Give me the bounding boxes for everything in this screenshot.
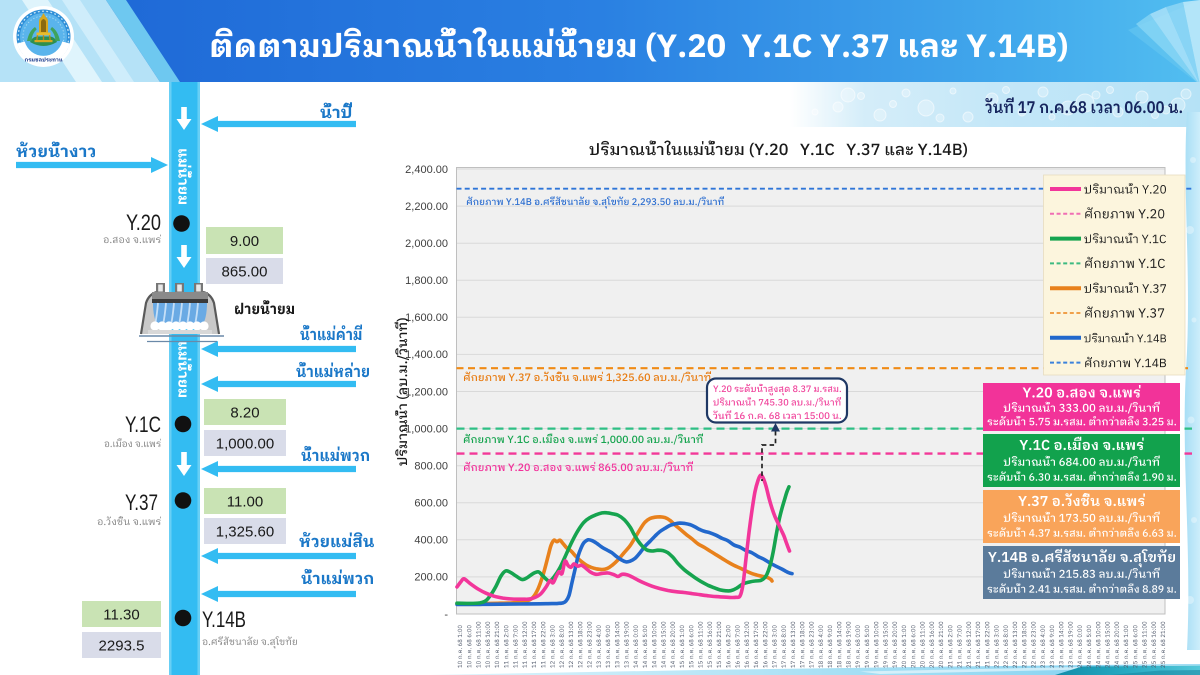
- svg-text:1,000.00: 1,000.00: [216, 435, 274, 452]
- svg-text:2,400.00: 2,400.00: [405, 164, 448, 176]
- svg-text:Y.37: Y.37: [125, 490, 158, 515]
- svg-text:9.00: 9.00: [230, 233, 259, 250]
- svg-text:1,800.00: 1,800.00: [405, 275, 448, 287]
- svg-text:11.30: 11.30: [103, 606, 139, 623]
- svg-text:8.20: 8.20: [230, 404, 259, 421]
- svg-text:-: -: [444, 609, 448, 621]
- svg-text:1,200.00: 1,200.00: [405, 386, 448, 398]
- svg-text:2,000.00: 2,000.00: [405, 238, 448, 250]
- svg-text:200.00: 200.00: [414, 572, 448, 584]
- svg-text:Y.20: Y.20: [126, 210, 161, 235]
- svg-text:11.00: 11.00: [227, 493, 263, 510]
- svg-text:1,000.00: 1,000.00: [405, 423, 448, 435]
- svg-text:1,325.60: 1,325.60: [216, 523, 274, 540]
- svg-text:2,200.00: 2,200.00: [405, 201, 448, 213]
- svg-text:1,600.00: 1,600.00: [405, 312, 448, 324]
- svg-text:600.00: 600.00: [414, 498, 448, 510]
- svg-text:1,400.00: 1,400.00: [405, 349, 448, 361]
- svg-text:400.00: 400.00: [414, 535, 448, 547]
- svg-text:Y.14B: Y.14B: [202, 607, 246, 632]
- svg-text:865.00: 865.00: [222, 263, 268, 280]
- svg-text:800.00: 800.00: [414, 461, 448, 473]
- svg-text:2293.5: 2293.5: [99, 637, 145, 654]
- svg-text:Y.1C: Y.1C: [125, 412, 161, 437]
